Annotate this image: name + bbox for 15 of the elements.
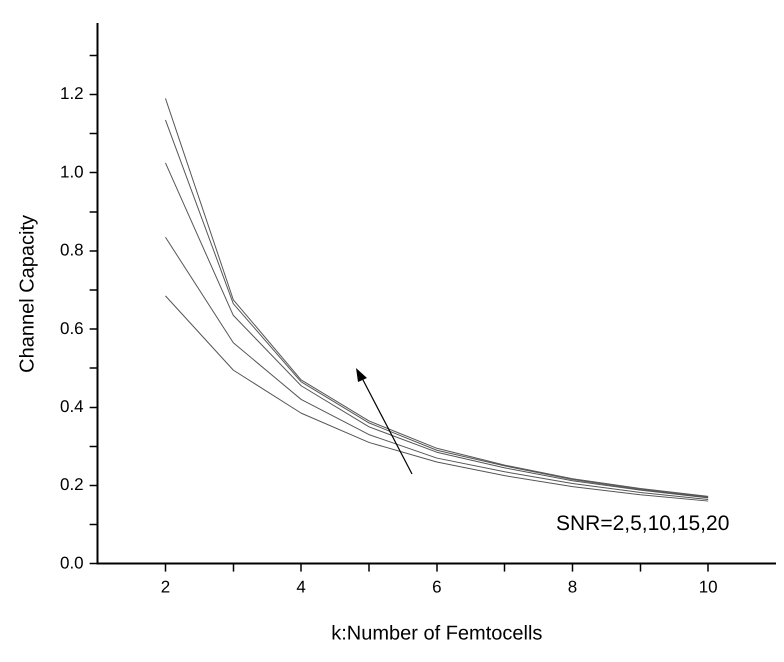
y-axis-title: Channel Capacity: [16, 214, 39, 373]
x-axis-title: k:Number of Femtocells: [331, 622, 542, 645]
y-tick-label: 0.8: [60, 240, 84, 260]
y-tick-label: 0.4: [60, 396, 84, 416]
x-tick-label: 6: [432, 577, 442, 596]
x-tick-label: 2: [160, 577, 170, 596]
y-tick-label: 0.2: [60, 475, 84, 494]
annotation: SNR=2,5,10,15,20: [556, 512, 730, 536]
y-tick-label: 1.0: [60, 162, 84, 182]
y-tick-label: 0.0: [60, 553, 84, 572]
y-tick-label: 1.2: [60, 84, 84, 104]
x-tick-label: 4: [296, 577, 306, 596]
x-tick-label: 8: [568, 577, 578, 596]
y-tick-label: 0.6: [60, 318, 84, 338]
x-tick-label: 10: [698, 577, 718, 596]
